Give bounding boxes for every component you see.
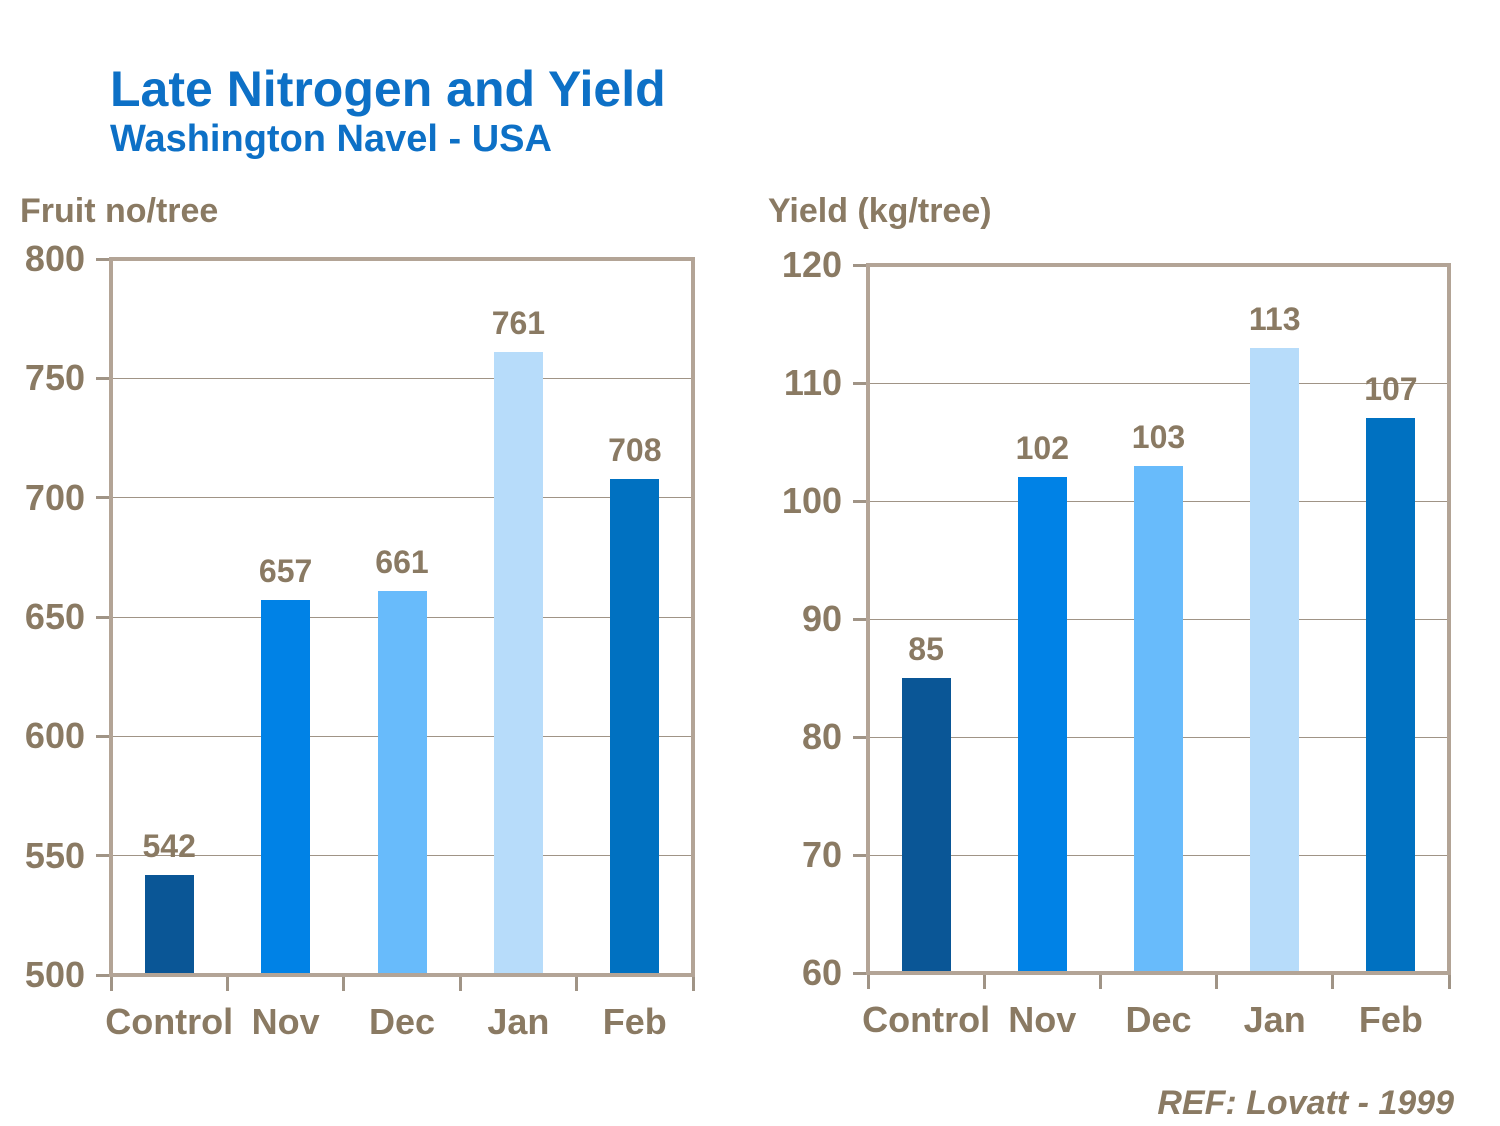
x-tick-mark bbox=[575, 975, 579, 991]
x-tick-mark bbox=[225, 975, 229, 991]
y-tick-label: 700 bbox=[24, 476, 85, 518]
x-category-label: Nov bbox=[1008, 999, 1077, 1040]
x-tick-mark bbox=[1331, 973, 1335, 989]
x-tick-mark bbox=[109, 975, 113, 991]
bar-nov bbox=[1017, 477, 1067, 973]
y-tick-label: 120 bbox=[781, 244, 842, 285]
page-subtitle: Washington Navel - USA bbox=[110, 118, 552, 160]
x-category-label: Feb bbox=[602, 1001, 667, 1042]
bar-jan bbox=[1250, 347, 1300, 973]
y-tick-mark bbox=[96, 734, 111, 738]
bar-feb bbox=[1366, 418, 1416, 973]
x-tick-mark bbox=[1215, 973, 1219, 989]
bar-value-label: 542 bbox=[142, 827, 196, 864]
y-tick-mark bbox=[96, 973, 111, 977]
y-axis-title: Fruit no/tree bbox=[20, 192, 219, 230]
y-tick-label: 90 bbox=[801, 598, 842, 639]
y-tick-mark bbox=[96, 854, 111, 858]
bar-value-label: 103 bbox=[1131, 418, 1186, 455]
bar-value-label: 85 bbox=[908, 631, 944, 667]
y-tick-label: 600 bbox=[24, 715, 85, 757]
bar-value-label: 657 bbox=[258, 553, 313, 590]
x-category-label: Nov bbox=[251, 1001, 320, 1042]
y-tick-label: 70 bbox=[801, 834, 842, 875]
y-tick-label: 80 bbox=[801, 716, 842, 757]
gridline bbox=[111, 497, 693, 499]
y-tick-label: 60 bbox=[801, 952, 842, 993]
x-category-label: Jan bbox=[487, 1001, 550, 1042]
y-tick-mark bbox=[853, 971, 868, 975]
x-tick-mark bbox=[1447, 973, 1451, 989]
bar-feb bbox=[610, 478, 660, 975]
x-tick-mark bbox=[866, 973, 870, 989]
x-category-label: Jan bbox=[1243, 999, 1306, 1040]
y-tick-mark bbox=[853, 735, 868, 739]
x-category-label: Dec bbox=[368, 1001, 436, 1042]
bar-jan bbox=[493, 352, 543, 975]
x-category-label: Dec bbox=[1125, 999, 1192, 1040]
y-tick-mark bbox=[853, 263, 868, 267]
bar-dec bbox=[1134, 465, 1183, 973]
y-tick-mark bbox=[853, 853, 868, 857]
y-tick-mark bbox=[96, 257, 111, 261]
bar-value-label: 708 bbox=[608, 431, 662, 468]
y-tick-mark bbox=[96, 376, 111, 380]
bar-control bbox=[901, 678, 951, 973]
y-tick-label: 750 bbox=[24, 357, 85, 399]
x-category-label: Feb bbox=[1358, 999, 1423, 1040]
bar-nov bbox=[261, 600, 311, 975]
y-tick-mark bbox=[96, 615, 111, 619]
x-category-label: Control bbox=[862, 999, 991, 1040]
bar-value-label: 113 bbox=[1248, 300, 1301, 337]
x-category-label: Control bbox=[105, 1001, 234, 1042]
y-tick-label: 650 bbox=[24, 596, 85, 637]
bar-dec bbox=[377, 590, 427, 975]
y-tick-label: 500 bbox=[24, 954, 85, 995]
y-tick-mark bbox=[853, 381, 868, 385]
bar-value-label: 102 bbox=[1015, 430, 1069, 467]
y-tick-label: 110 bbox=[783, 362, 842, 403]
y-tick-mark bbox=[853, 499, 868, 503]
y-tick-label: 800 bbox=[24, 238, 85, 279]
x-tick-mark bbox=[982, 973, 986, 989]
y-tick-label: 550 bbox=[24, 834, 85, 876]
gridline bbox=[868, 382, 1449, 384]
gridline bbox=[111, 377, 693, 379]
bar-value-label: 107 bbox=[1364, 371, 1418, 408]
y-axis-title: Yield (kg/tree) bbox=[768, 192, 992, 230]
x-tick-mark bbox=[342, 975, 346, 991]
x-tick-mark bbox=[1098, 973, 1102, 989]
x-tick-mark bbox=[691, 975, 695, 991]
bar-control bbox=[144, 874, 194, 975]
bar-value-label: 761 bbox=[491, 305, 546, 342]
reference-citation: REF: Lovatt - 1999 bbox=[1157, 1084, 1454, 1122]
y-tick-label: 100 bbox=[781, 480, 842, 521]
bar-value-label: 661 bbox=[375, 543, 429, 580]
y-tick-mark bbox=[853, 617, 868, 621]
y-tick-mark bbox=[96, 496, 111, 500]
x-tick-mark bbox=[458, 975, 462, 991]
page-title: Late Nitrogen and Yield bbox=[110, 61, 666, 117]
